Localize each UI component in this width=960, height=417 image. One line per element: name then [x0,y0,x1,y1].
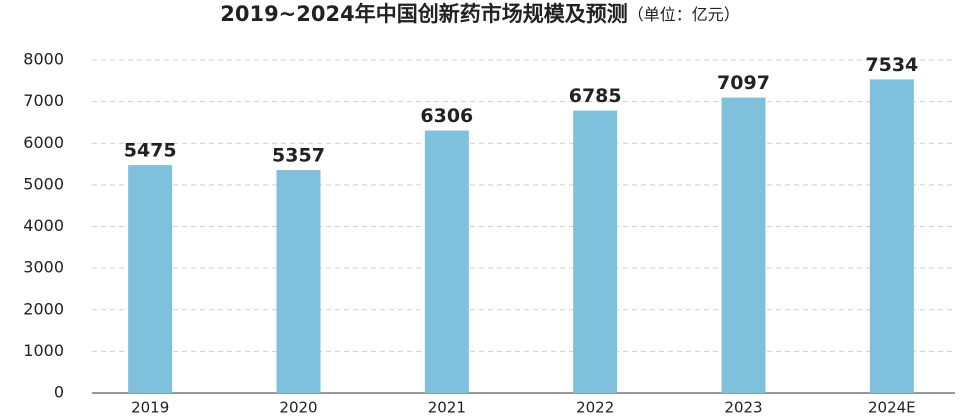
bar [721,97,766,393]
y-tick-label: 4000 [23,216,64,235]
y-tick-label: 5000 [23,174,64,193]
y-tick-label: 1000 [23,341,64,360]
value-label: 7097 [717,72,770,94]
bar [573,110,618,393]
chart-title: 2019~2024年中国创新药市场规模及预测（单位：亿元） [220,2,740,26]
y-tick-label: 6000 [23,133,64,152]
title-unit: （单位：亿元） [628,5,740,24]
x-tick-label: 2021 [428,399,466,417]
x-tick-label: 2024E [868,399,916,417]
value-label: 5357 [272,145,325,167]
x-tick-label: 2019 [131,399,169,417]
y-tick-label: 2000 [23,299,64,318]
bar [424,130,469,393]
y-tick-label: 8000 [23,50,64,69]
value-label: 6306 [420,105,473,127]
y-tick-label: 7000 [23,91,64,110]
y-tick-label: 3000 [23,258,64,277]
bar [128,165,173,393]
x-tick-label: 2022 [576,399,614,417]
x-tick-label: 2023 [724,399,762,417]
y-tick-label: 0 [54,383,64,402]
value-label: 5475 [124,140,177,162]
x-tick-label: 2020 [279,399,317,417]
value-label: 6785 [569,85,622,107]
bar [869,79,914,393]
title-main: 2019~2024年中国创新药市场规模及预测 [220,2,628,26]
bar [276,170,321,393]
value-label: 7534 [865,54,918,76]
